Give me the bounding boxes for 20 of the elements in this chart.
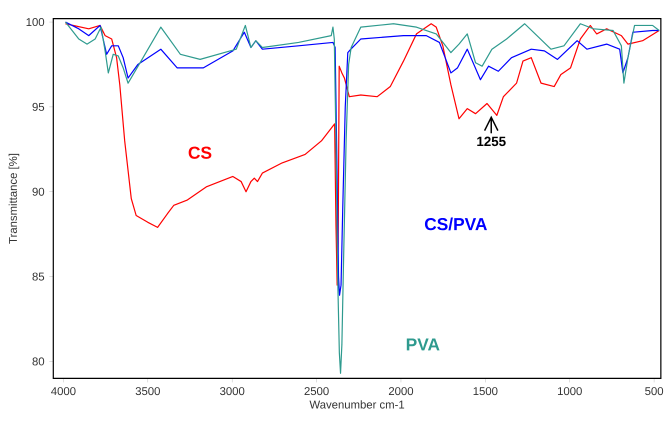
x-tick-label: 1500 (474, 386, 498, 395)
annotation: 1255 (477, 136, 506, 146)
text: CS/PVA (424, 217, 487, 230)
x-tick-label: 500 (645, 386, 664, 395)
y-tick-label: 95 (32, 102, 44, 111)
y-axis-title: Transmittance [%] (8, 154, 20, 244)
y-tick-label: 85 (32, 272, 44, 280)
x-tick-label: 2500 (304, 386, 329, 395)
y-tick-label: 90 (32, 188, 44, 196)
line-series (64, 21, 660, 374)
y-tick-label: 100 (26, 18, 44, 26)
text: PVA (406, 338, 440, 350)
x-tick-label: 3000 (220, 386, 244, 395)
series-label: CS (188, 146, 212, 159)
y-tick-label: 80 (32, 357, 44, 366)
x-tick-label: 1000 (558, 386, 582, 395)
x-axis-title: Wavenumber cm-1 (310, 400, 404, 408)
x-tick-label: 3500 (136, 386, 160, 395)
x-tick-label: 4000 (51, 386, 76, 395)
x-tick-label: 2000 (388, 386, 414, 395)
